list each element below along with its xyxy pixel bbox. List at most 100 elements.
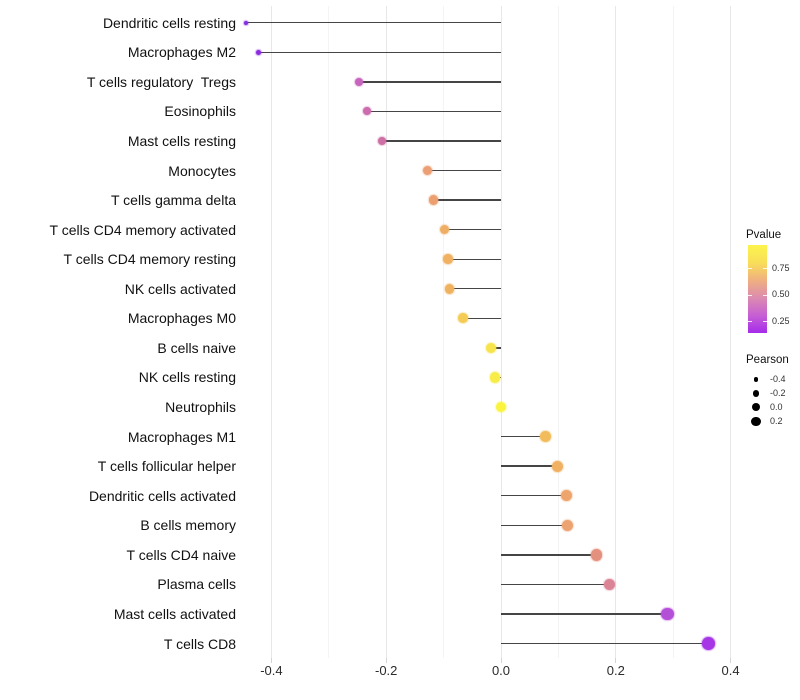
category-label: Eosinophils	[164, 103, 236, 120]
category-label: Macrophages M1	[127, 428, 236, 445]
category-label: B cells naive	[157, 339, 236, 356]
pearson-size-dot	[752, 390, 760, 397]
category-label: Mast cells resting	[127, 132, 236, 149]
gridline	[270, 6, 272, 658]
gridline	[615, 6, 617, 658]
lollipop-stem	[359, 81, 501, 83]
x-axis-tick	[730, 658, 732, 663]
pvalue-tick-mark	[748, 294, 752, 296]
lollipop-stem	[444, 228, 501, 231]
gridline	[385, 6, 387, 658]
lollipop-dot	[362, 107, 371, 116]
x-axis-tick	[385, 658, 387, 663]
pvalue-tick-mark	[763, 294, 767, 296]
lollipop-dot	[562, 519, 574, 531]
lollipop-dot	[377, 136, 387, 146]
category-label: NK cells activated	[124, 280, 236, 297]
lollipop-dot	[440, 224, 450, 235]
pearson-size-label: 0.2	[770, 416, 783, 427]
lollipop-stem	[258, 51, 501, 53]
lollipop-dot	[590, 549, 602, 561]
category-label: T cells regulatory Tregs	[86, 73, 236, 90]
x-tick-label: -0.4	[260, 663, 283, 678]
pearson-legend-title: Pearson	[746, 354, 789, 366]
gridline	[443, 6, 445, 658]
pvalue-gradient-bar	[748, 245, 767, 333]
x-tick-label: 0.2	[606, 663, 625, 678]
lollipop-stem	[501, 642, 709, 645]
pvalue-tick-label: 0.25	[772, 315, 790, 326]
pvalue-tick-mark	[748, 268, 752, 269]
lollipop-dot	[661, 607, 674, 621]
x-tick-label: -0.2	[374, 663, 398, 678]
pvalue-tick-label: 0.50	[772, 289, 790, 299]
category-label: Dendritic cells resting	[102, 14, 236, 31]
lollipop-stem	[245, 22, 501, 24]
pearson-size-label: -0.2	[770, 387, 786, 398]
lollipop-dot	[560, 490, 572, 502]
category-label: Monocytes	[168, 162, 236, 179]
lollipop-stem	[449, 288, 501, 290]
pearson-size-dot	[752, 403, 760, 412]
lollipop-dot	[243, 20, 248, 25]
gridline	[672, 6, 674, 658]
x-tick-label: 0.0	[491, 663, 511, 678]
lollipop-dot	[458, 313, 468, 324]
lollipop-stem	[501, 524, 568, 526]
x-tick-label: 0.4	[721, 663, 740, 678]
x-axis-tick	[270, 658, 272, 663]
category-label: T cells CD8	[163, 635, 236, 652]
category-label: Macrophages M0	[127, 310, 236, 327]
pvalue-tick-mark	[748, 321, 752, 322]
lollipop-dot	[444, 284, 455, 294]
category-label: Plasma cells	[157, 576, 236, 593]
lollipop-stem	[501, 583, 610, 586]
category-label: B cells memory	[140, 517, 236, 534]
pvalue-legend-title: Pvalue	[746, 229, 782, 241]
category-label: T cells CD4 memory activated	[49, 221, 236, 238]
category-label: Neutrophils	[165, 399, 236, 416]
x-axis-tick	[615, 658, 617, 663]
gridline	[730, 6, 732, 658]
lollipop-dot	[255, 49, 261, 55]
pearson-size-label: -0.4	[770, 373, 786, 384]
lollipop-stem	[490, 347, 501, 349]
lollipop-stem	[382, 140, 501, 142]
category-label: T cells CD4 memory resting	[63, 251, 236, 268]
gridline	[557, 6, 559, 658]
pvalue-tick-mark	[763, 321, 767, 322]
lollipop-stem	[501, 554, 597, 556]
lollipop-stem	[433, 199, 501, 201]
lollipop-dot	[485, 342, 496, 353]
pearson-size-dot	[751, 417, 761, 427]
category-label: NK cells resting	[138, 369, 236, 386]
category-label: T cells CD4 naive	[126, 546, 236, 563]
lollipop-dot	[422, 165, 433, 176]
lollipop-stem	[501, 613, 668, 615]
pearson-size-label: 0.0	[770, 401, 783, 412]
lollipop-dot	[495, 401, 507, 413]
category-label: Macrophages M2	[127, 44, 236, 61]
lollipop-stem	[366, 110, 501, 113]
lollipop-stem	[427, 169, 501, 172]
lollipop-dot	[443, 254, 453, 264]
lollipop-stem	[463, 317, 501, 320]
gridline	[500, 6, 502, 658]
category-label: Dendritic cells activated	[88, 487, 236, 504]
category-label: T cells gamma delta	[110, 192, 236, 209]
gridline	[328, 6, 330, 658]
category-label: T cells follicular helper	[97, 458, 236, 475]
lollipop-stem	[501, 495, 567, 497]
pvalue-tick-mark	[763, 268, 767, 269]
lollipop-dot	[355, 77, 364, 86]
lollipop-dot	[540, 431, 552, 442]
lollipop-dot	[428, 195, 438, 205]
lollipop-stem	[448, 258, 501, 260]
lollipop-dot	[701, 637, 715, 650]
pearson-size-dot	[753, 377, 759, 382]
lollipop-dot	[490, 372, 501, 383]
lollipop-dot	[603, 578, 616, 591]
pvalue-tick-label: 0.75	[772, 262, 790, 273]
category-label: Mast cells activated	[113, 606, 236, 622]
